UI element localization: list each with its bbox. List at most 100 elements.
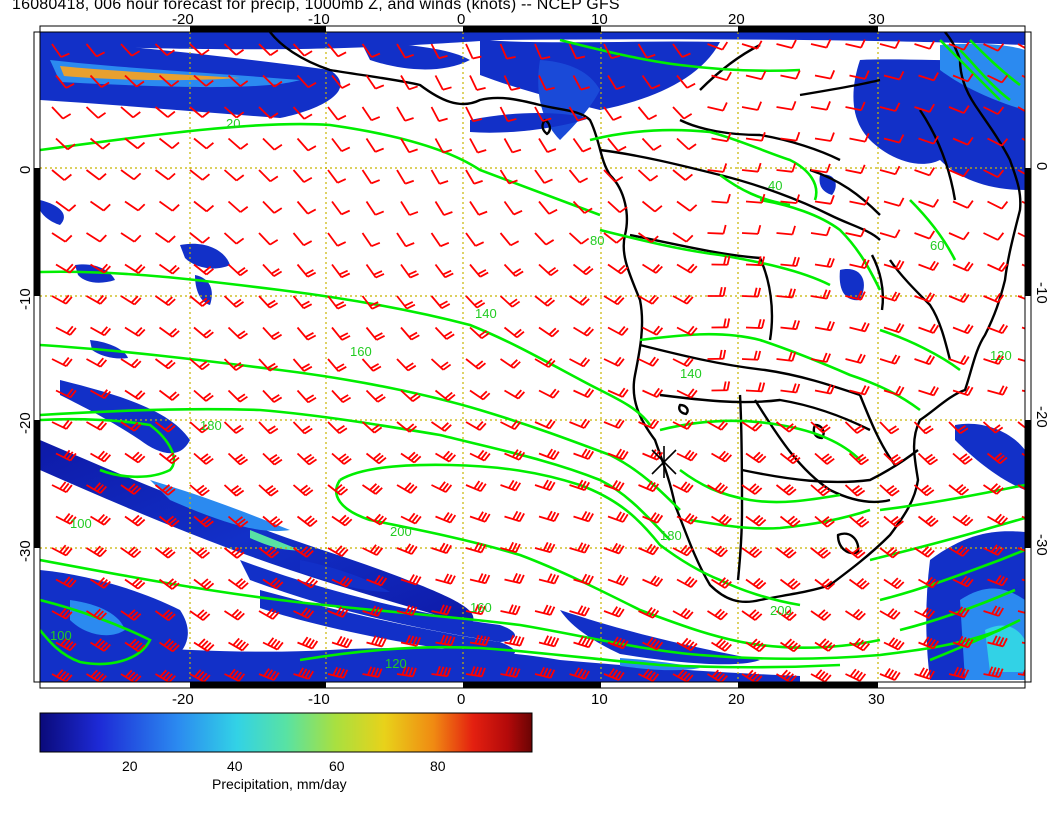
contour-label: 140 xyxy=(680,366,702,381)
wind-barb-icon xyxy=(810,669,832,682)
wind-barb-icon xyxy=(158,452,180,465)
wind-barb-icon xyxy=(430,106,448,123)
wind-barb-icon xyxy=(534,666,556,679)
wind-barb-icon xyxy=(85,43,105,58)
wind-barb-icon xyxy=(676,637,698,652)
contour-label: 140 xyxy=(475,306,497,321)
wind-barb-icon xyxy=(573,326,594,337)
longitude-labels-top: -20 -10 0 10 20 30 xyxy=(172,11,885,28)
wind-barb-icon xyxy=(396,482,418,494)
lon-tick-label: 0 xyxy=(457,691,465,708)
wind-barb-icon xyxy=(844,421,865,434)
wind-barb-icon xyxy=(90,577,111,589)
wind-barb-icon xyxy=(672,356,694,367)
wind-barb-icon xyxy=(849,70,870,80)
wind-barb-icon xyxy=(158,515,180,528)
wind-barb-icon xyxy=(258,169,279,183)
wind-barb-icon xyxy=(845,39,866,49)
wind-barb-icon xyxy=(361,106,381,122)
contour-label: 160 xyxy=(470,600,492,615)
wind-barb-icon xyxy=(814,132,835,142)
wind-barb-icon xyxy=(780,638,801,653)
wind-barb-icon xyxy=(711,255,731,266)
wind-barb-icon xyxy=(711,193,731,204)
lon-tick-label: 30 xyxy=(868,11,885,28)
wind-barb-icon xyxy=(361,483,383,495)
wind-barb-icon xyxy=(569,357,591,368)
wind-barb-icon xyxy=(469,389,491,401)
wind-barb-icon xyxy=(845,101,866,112)
wind-barb-icon xyxy=(672,419,694,430)
wind-barb-icon xyxy=(500,666,521,678)
wind-barb-icon xyxy=(327,545,349,557)
frame-edge-bars xyxy=(33,25,1032,689)
contour-label: 200 xyxy=(770,603,792,618)
wind-barb-icon xyxy=(55,449,77,462)
wind-barb-icon xyxy=(154,106,176,118)
wind-barb-icon xyxy=(642,575,664,587)
wind-barb-icon xyxy=(504,573,525,585)
wind-barb-icon xyxy=(504,449,526,461)
wind-barb-icon xyxy=(296,263,317,278)
wind-barb-icon xyxy=(883,323,905,334)
wind-barb-icon xyxy=(948,105,970,114)
wind-barb-icon xyxy=(292,43,313,57)
wind-barb-icon xyxy=(814,321,835,332)
wind-barb-icon xyxy=(469,634,490,647)
wind-barb-icon xyxy=(883,134,905,144)
wind-barb-icon xyxy=(262,200,283,214)
wind-barb-icon xyxy=(603,418,625,429)
wind-barb-icon xyxy=(120,358,142,369)
wind-barb-icon xyxy=(435,511,457,524)
lon-tick-label: 20 xyxy=(728,11,745,28)
lon-tick-label: 10 xyxy=(591,11,608,28)
wind-barb-icon xyxy=(158,578,180,590)
wind-barb-icon xyxy=(55,263,77,274)
wind-barb-icon xyxy=(948,168,970,178)
wind-barb-icon xyxy=(568,43,586,60)
longitude-labels-bottom: -20 -10 0 10 20 30 xyxy=(172,691,885,708)
wind-barb-icon xyxy=(913,546,935,558)
wind-barb-icon xyxy=(120,546,142,558)
wind-barb-icon xyxy=(55,325,77,336)
wind-barb-icon xyxy=(434,138,453,154)
wind-barb-icon xyxy=(292,169,313,183)
wind-barb-icon xyxy=(883,577,905,590)
wind-barb-icon xyxy=(987,323,1009,335)
wind-barb-icon xyxy=(365,74,385,90)
wind-barb-icon xyxy=(331,389,352,404)
wind-barb-icon xyxy=(504,634,525,647)
wind-barb-icon xyxy=(499,358,521,369)
wind-barb-icon xyxy=(396,421,418,433)
wind-barb-icon xyxy=(983,232,1005,241)
wind-barb-icon xyxy=(534,358,556,368)
lon-tick-label: -20 xyxy=(172,11,194,28)
wind-barb-icon xyxy=(745,131,766,142)
wind-barb-icon xyxy=(51,419,73,430)
wind-barb-icon xyxy=(465,43,482,60)
wind-barb-icon xyxy=(780,319,801,331)
wind-barb-icon xyxy=(711,450,733,463)
wind-barb-icon xyxy=(223,295,245,308)
wind-barb-icon xyxy=(603,106,622,121)
wind-barb-icon xyxy=(258,232,279,246)
wind-barb-icon xyxy=(120,421,142,432)
wind-barb-icon xyxy=(638,419,660,430)
wind-barb-icon xyxy=(85,169,107,181)
wind-barb-icon xyxy=(292,358,313,372)
contour-labels: 20 40 60 80 100 120 140 160 180 200 200 … xyxy=(50,116,1012,671)
wind-barb-icon xyxy=(86,608,107,621)
wind-barb-icon xyxy=(676,200,698,212)
wind-barb-icon xyxy=(193,452,214,465)
wind-barb-icon xyxy=(262,74,283,88)
lon-tick-label: 30 xyxy=(868,691,885,708)
wind-barb-icon xyxy=(55,637,77,652)
wind-barb-icon xyxy=(848,578,870,590)
wind-barb-icon xyxy=(120,483,142,495)
wind-barb-icon xyxy=(569,542,590,554)
wind-barb-icon xyxy=(676,137,697,151)
wind-barb-icon xyxy=(845,227,866,238)
wind-barb-icon xyxy=(1021,200,1025,205)
wind-barb-icon xyxy=(331,514,353,527)
wind-barb-icon xyxy=(538,138,557,153)
